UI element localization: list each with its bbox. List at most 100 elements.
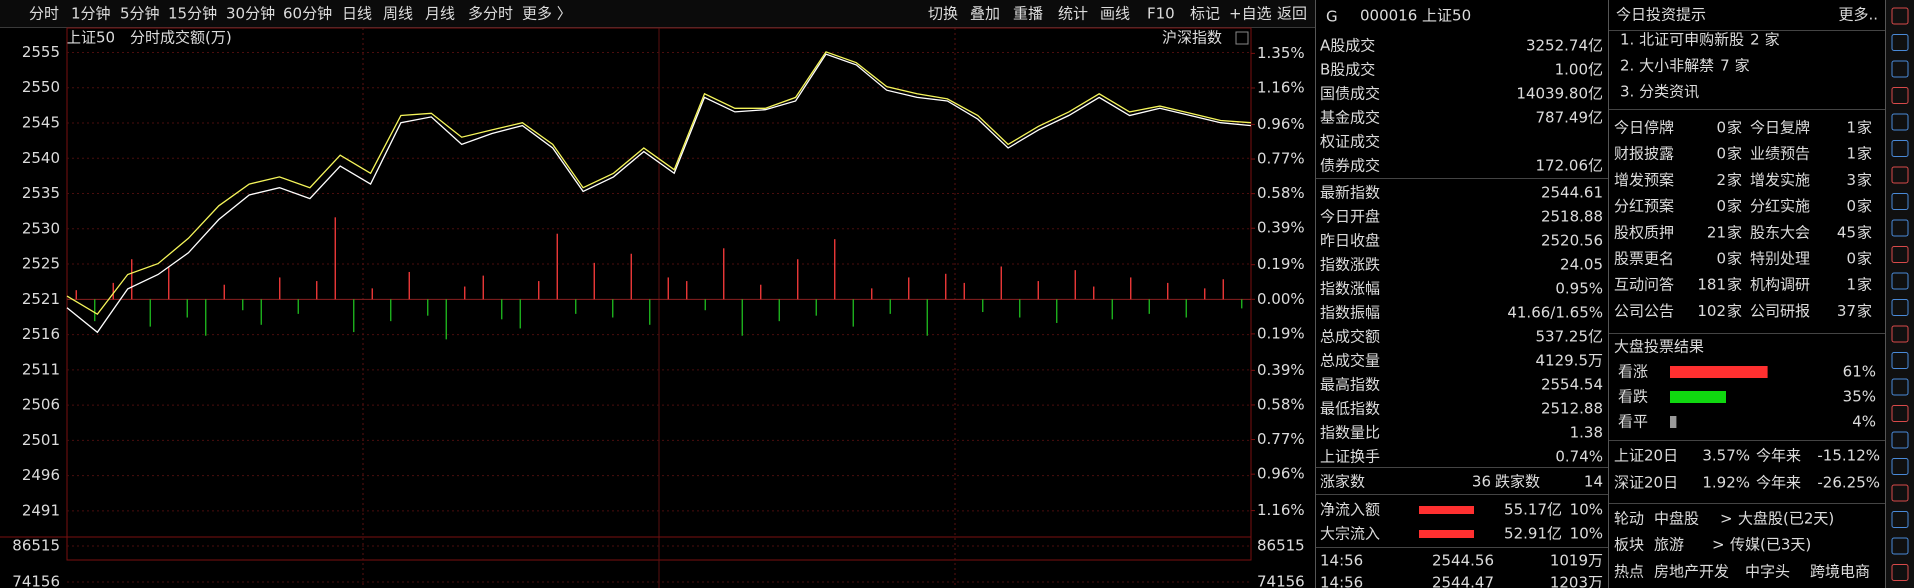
stat-label[interactable]: 业绩预告 — [1750, 145, 1810, 163]
toolbar-tab[interactable]: 更多 〉 — [522, 5, 572, 23]
quote-value: 41.66/1.65% — [1507, 304, 1603, 322]
tool-icon[interactable] — [1891, 484, 1909, 502]
toolbar-button[interactable]: 切换 — [928, 5, 958, 23]
quote-label: 上证换手 — [1320, 448, 1380, 466]
stat-unit: 家 — [1727, 302, 1742, 320]
tool-icon[interactable] — [1891, 60, 1909, 78]
stat-label[interactable]: 股权质押 — [1614, 223, 1674, 241]
tool-icon[interactable] — [1891, 325, 1909, 343]
tool-icon[interactable] — [1891, 140, 1909, 157]
tool-icon[interactable] — [1891, 352, 1909, 369]
rotation-arrow: > — [1712, 536, 1725, 554]
stat-label[interactable]: 公司研报 — [1750, 302, 1810, 320]
tips-title: 今日投资提示 — [1616, 6, 1706, 24]
quote-value: 2554.54 — [1541, 376, 1603, 394]
stat-label[interactable]: 财报披露 — [1614, 145, 1674, 163]
y-tick-label: 2511 — [22, 360, 60, 378]
tool-icon[interactable] — [1891, 113, 1909, 131]
stat-label[interactable]: 分红预案 — [1614, 197, 1674, 215]
quote-value: 172.06亿 — [1536, 157, 1604, 175]
tick-price: 2544.47 — [1432, 574, 1494, 588]
stat-label[interactable]: 互动问答 — [1614, 276, 1674, 294]
chart-overlay[interactable]: 沪深指数 — [1162, 29, 1222, 47]
y2-tick-label: 1.16% — [1257, 78, 1305, 96]
tool-icon[interactable] — [1891, 166, 1909, 184]
hot-item[interactable]: 跨境电商 — [1810, 563, 1870, 581]
tips-item[interactable]: 3. 分类资讯 — [1620, 83, 1699, 101]
breadth-up: 36 — [1472, 473, 1491, 491]
hot-item[interactable]: 房地产开发 — [1654, 563, 1729, 581]
stat-label[interactable]: 公司公告 — [1614, 302, 1674, 320]
toolbar-tab[interactable]: 日线 — [342, 5, 372, 23]
toolbar-tab[interactable]: 周线 — [383, 5, 413, 23]
stat-label[interactable]: 今日复牌 — [1750, 119, 1810, 137]
stat-label[interactable]: 增发预案 — [1614, 171, 1674, 189]
tips-item[interactable]: 1. 北证可申购新股 — [1620, 31, 1744, 49]
toolbar-button[interactable]: 标记 — [1190, 5, 1220, 23]
tool-icon[interactable] — [1891, 272, 1909, 290]
toolbar-tab[interactable]: 月线 — [425, 5, 455, 23]
y-tick-label: 2525 — [22, 255, 60, 273]
tool-icon[interactable] — [1891, 299, 1909, 316]
tool-icon[interactable] — [1891, 458, 1909, 475]
stat-label[interactable]: 股票更名 — [1614, 250, 1674, 268]
toolbar-button[interactable]: 统计 — [1058, 5, 1088, 23]
breadth-label: 跌家数 — [1495, 473, 1540, 491]
tool-icon[interactable] — [1891, 193, 1909, 210]
chart-mode: 分时 — [130, 29, 160, 47]
toolbar-tab[interactable]: 分时 — [29, 5, 59, 23]
stat-label[interactable]: 分红实施 — [1750, 197, 1810, 215]
toolbar-tab[interactable]: 1分钟 — [71, 5, 111, 23]
stat-label[interactable]: 股东大会 — [1750, 223, 1810, 241]
stat-unit: 家 — [1857, 171, 1872, 189]
tool-icon[interactable] — [1891, 511, 1909, 528]
tool-icon[interactable] — [1891, 34, 1909, 51]
tool-icon[interactable] — [1891, 537, 1909, 555]
vote-label: 61% — [1843, 363, 1876, 381]
toolbar-button[interactable]: +自选 — [1229, 5, 1272, 23]
tool-icon[interactable] — [1891, 219, 1909, 237]
tool-icon[interactable] — [1891, 564, 1909, 581]
stat-count: 0 — [1716, 145, 1726, 163]
tool-icon[interactable] — [1891, 431, 1909, 449]
toolbar-tab[interactable]: 60分钟 — [283, 5, 332, 23]
stat-count: 1 — [1846, 119, 1856, 137]
toolbar-tab[interactable]: 15分钟 — [168, 5, 217, 23]
toolbar-button[interactable]: F10 — [1147, 5, 1175, 23]
tool-icon[interactable] — [1891, 405, 1909, 422]
chart-indicator: 成交额(万) — [160, 29, 232, 47]
stat-label[interactable]: 特别处理 — [1750, 250, 1810, 268]
stat-label[interactable]: 增发实施 — [1750, 171, 1810, 189]
index-ytd: -15.12% — [1817, 447, 1880, 465]
toolbar-tab[interactable]: 多分时 — [468, 5, 513, 23]
toolbar-button[interactable]: 重播 — [1013, 5, 1043, 23]
tips-item[interactable]: 2. 大小非解禁 — [1620, 57, 1714, 75]
tool-icon[interactable] — [1891, 87, 1909, 104]
stat-label[interactable]: 机构调研 — [1750, 276, 1810, 294]
toolbar-button[interactable]: 画线 — [1100, 5, 1130, 23]
tips-more[interactable]: 更多.. — [1838, 6, 1878, 24]
rotation-to: 大盘股(已2天) — [1738, 510, 1834, 528]
stat-label[interactable]: 今日停牌 — [1614, 119, 1674, 137]
flow-bar — [1419, 506, 1474, 514]
rotation-label: 轮动 — [1614, 510, 1644, 528]
quote-value: 2520.56 — [1541, 232, 1603, 250]
tool-icon[interactable] — [1891, 7, 1909, 25]
toolbar-tab[interactable]: 30分钟 — [226, 5, 275, 23]
index-name: 深证20日 — [1614, 474, 1678, 492]
toolbar-button[interactable]: 叠加 — [970, 5, 1000, 23]
tool-icon[interactable] — [1891, 378, 1909, 396]
tips-count: 2 — [1750, 31, 1760, 49]
toolbar-button[interactable]: 返回 — [1277, 5, 1307, 23]
vote-bar — [1670, 391, 1726, 403]
flow-label: 净流入额 — [1320, 501, 1380, 519]
quote-value: 1.00亿 — [1555, 61, 1603, 79]
vote-label: 4% — [1852, 413, 1876, 431]
vote-name: 看平 — [1618, 413, 1648, 431]
tool-icon[interactable] — [1891, 246, 1909, 263]
toolbar-tab[interactable]: 5分钟 — [120, 5, 160, 23]
hot-item[interactable]: 中字头 — [1745, 563, 1790, 581]
stat-count: 0 — [1716, 250, 1726, 268]
quote-value: 2544.61 — [1541, 184, 1603, 202]
